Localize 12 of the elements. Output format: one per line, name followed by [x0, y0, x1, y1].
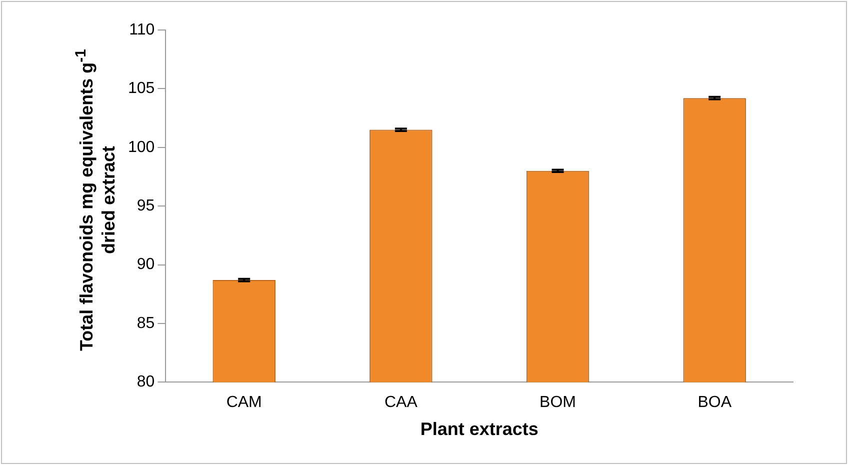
y-tick-label: 90	[136, 256, 155, 274]
x-tick-label: BOM	[540, 394, 576, 412]
y-tick-label: 85	[136, 314, 155, 332]
y-tick-label: 80	[136, 374, 155, 391]
x-tick-label: BOA	[698, 394, 732, 412]
x-axis-title: Plant extracts	[420, 419, 538, 440]
x-tick-label: CAA	[384, 394, 418, 412]
x-tick-label: CAM	[226, 394, 262, 412]
y-tick-label: 105	[128, 80, 155, 98]
y-tick-label: 100	[128, 138, 155, 156]
y-tick-label: 110	[129, 21, 155, 38]
y-tick-label: 95	[136, 198, 155, 215]
